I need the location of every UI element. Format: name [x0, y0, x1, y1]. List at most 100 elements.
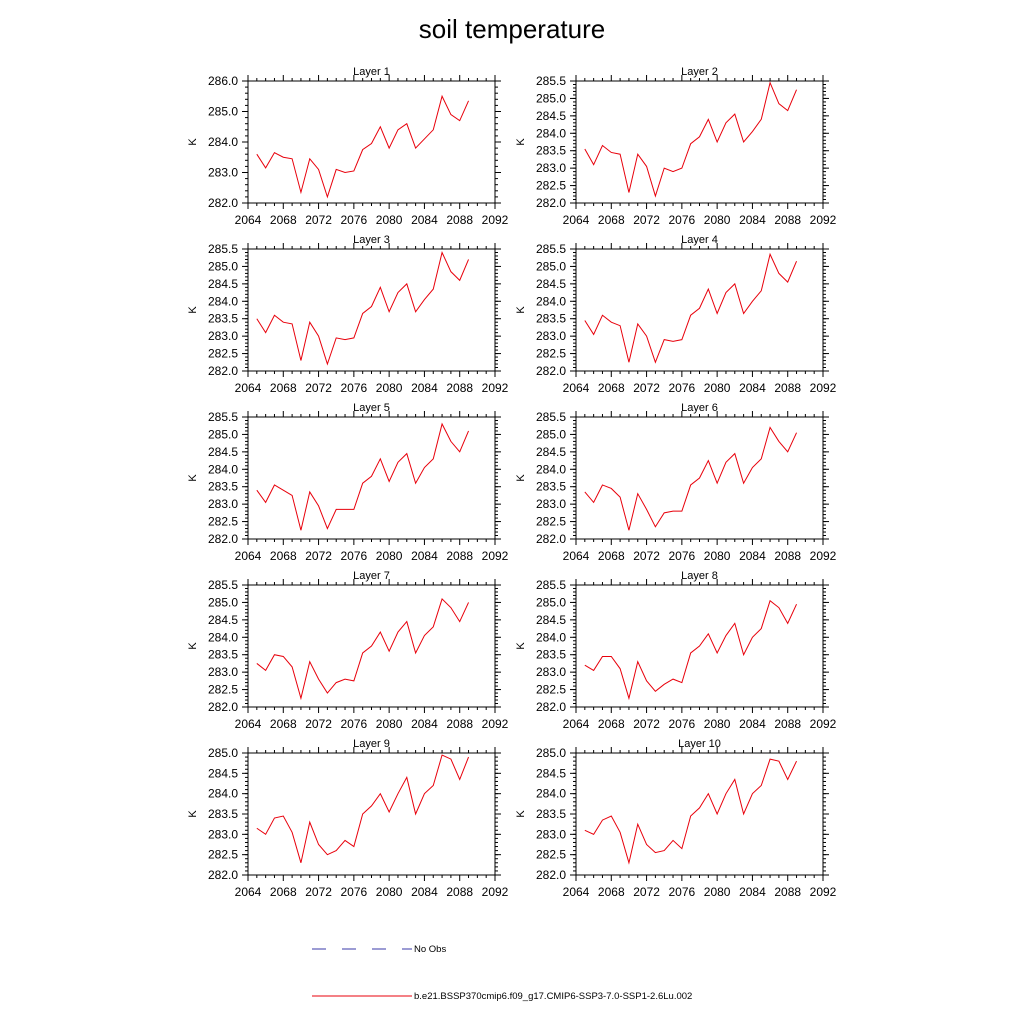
x-tick-label: 2088 [446, 381, 473, 395]
y-tick-label: 285.5 [536, 74, 566, 88]
x-tick-label: 2084 [739, 885, 766, 899]
x-tick-label: 2076 [669, 885, 696, 899]
y-tick-label: 283.5 [536, 807, 566, 821]
x-tick-label: 2064 [563, 885, 590, 899]
y-tick-label: 283.5 [536, 144, 566, 158]
x-tick-label: 2072 [633, 885, 660, 899]
x-tick-label: 2092 [810, 381, 837, 395]
panel-frame [575, 248, 824, 372]
y-tick-label: 282.0 [208, 868, 238, 882]
y-tick-label: 284.5 [208, 445, 238, 459]
x-tick-label: 2064 [235, 885, 262, 899]
panel-layer-3: Layer 3 K 282.0 282.5 283.0 283.5 284.0 284.5 28… [187, 234, 509, 395]
x-tick-label: 2072 [633, 717, 660, 731]
y-axis-label: K [187, 306, 199, 314]
x-tick-label: 2072 [633, 381, 660, 395]
panel-layer-8: Layer 8 K 282.0 282.5 283.0 283.5 284.0 284.5 28… [515, 570, 837, 731]
panel-title: Layer 4 [681, 234, 718, 246]
panel-layer-5: Layer 5 K 282.0 282.5 283.0 283.5 284.0 284.5 28… [187, 402, 509, 563]
y-tick-label: 284.5 [536, 109, 566, 123]
x-tick-label: 2064 [235, 213, 262, 227]
panel-title: Layer 9 [353, 738, 390, 750]
x-tick-label: 2092 [482, 885, 509, 899]
y-tick-label: 284.0 [208, 462, 238, 476]
y-tick-label: 282.5 [536, 179, 566, 193]
y-tick-label: 284.0 [536, 630, 566, 644]
y-tick-label: 282.5 [536, 848, 566, 862]
y-tick-label: 285.5 [536, 410, 566, 424]
y-tick-label: 283.0 [208, 665, 238, 679]
x-tick-label: 2068 [270, 549, 297, 563]
y-tick-label: 285.0 [208, 427, 238, 441]
y-tick-label: 283.5 [208, 480, 238, 494]
y-tick-label: 285.0 [208, 746, 238, 760]
y-tick-label: 283.0 [536, 161, 566, 175]
y-axis-label: K [515, 138, 527, 146]
y-tick-label: 283.5 [536, 312, 566, 326]
y-tick-label: 282.5 [208, 347, 238, 361]
x-tick-label: 2084 [739, 549, 766, 563]
y-tick-label: 282.0 [536, 700, 566, 714]
x-tick-label: 2076 [341, 717, 368, 731]
x-tick-label: 2068 [598, 381, 625, 395]
y-tick-label: 284.0 [208, 630, 238, 644]
x-tick-label: 2088 [446, 213, 473, 227]
y-tick-label: 284.0 [208, 135, 238, 149]
panel-frame [247, 416, 496, 540]
x-tick-label: 2084 [411, 885, 438, 899]
y-tick-label: 282.0 [208, 532, 238, 546]
y-tick-label: 283.5 [208, 648, 238, 662]
y-tick-label: 285.5 [208, 578, 238, 592]
series-line [584, 81, 798, 198]
y-tick-label: 285.0 [208, 259, 238, 273]
series-line [584, 599, 797, 701]
x-tick-label: 2088 [774, 213, 801, 227]
x-tick-label: 2088 [446, 717, 473, 731]
y-tick-label: 284.5 [208, 613, 238, 627]
x-tick-label: 2080 [376, 381, 403, 395]
x-tick-label: 2068 [598, 549, 625, 563]
x-tick-label: 2076 [341, 549, 368, 563]
x-tick-label: 2080 [704, 885, 731, 899]
panel-layer-4: Layer 4 K 282.0 282.5 283.0 283.5 284.0 284.5 28… [515, 234, 837, 395]
y-tick-label: 282.0 [208, 196, 238, 210]
x-tick-label: 2084 [739, 381, 766, 395]
x-tick-label: 2076 [669, 549, 696, 563]
x-tick-label: 2092 [810, 213, 837, 227]
y-tick-label: 283.0 [208, 329, 238, 343]
y-tick-label: 283.5 [208, 807, 238, 821]
x-tick-label: 2068 [270, 885, 297, 899]
panel-title: Layer 1 [353, 66, 390, 78]
x-tick-label: 2084 [739, 717, 766, 731]
y-tick-label: 285.0 [536, 259, 566, 273]
panel-layer-1: Layer 1 K 282.0 283.0 284.0 285.0 286.0 2064 206… [187, 66, 509, 227]
x-tick-label: 2068 [270, 213, 297, 227]
x-tick-label: 2092 [810, 549, 837, 563]
y-tick-label: 283.5 [536, 648, 566, 662]
x-tick-label: 2064 [235, 549, 262, 563]
x-tick-label: 2080 [376, 213, 403, 227]
y-tick-label: 285.0 [536, 746, 566, 760]
y-tick-label: 285.5 [208, 410, 238, 424]
y-tick-label: 282.5 [208, 683, 238, 697]
x-tick-label: 2088 [774, 885, 801, 899]
y-tick-label: 283.0 [536, 329, 566, 343]
x-tick-label: 2080 [704, 213, 731, 227]
y-tick-label: 283.0 [536, 665, 566, 679]
y-tick-label: 285.0 [536, 427, 566, 441]
y-tick-label: 282.5 [536, 347, 566, 361]
panel-title: Layer 5 [353, 402, 390, 414]
series-line [584, 252, 798, 364]
panel-layer-2: Layer 2 K 282.0 282.5 283.0 283.5 284.0 284.5 28… [515, 66, 837, 227]
x-tick-label: 2084 [411, 381, 438, 395]
panel-frame [247, 80, 496, 204]
x-tick-label: 2080 [704, 717, 731, 731]
y-tick-label: 284.5 [536, 445, 566, 459]
x-tick-label: 2092 [482, 549, 509, 563]
y-axis-label: K [187, 810, 199, 818]
series-line [256, 422, 470, 531]
x-tick-label: 2064 [563, 213, 590, 227]
x-tick-label: 2084 [411, 213, 438, 227]
panel-frame [575, 752, 824, 876]
panel-frame [575, 80, 824, 204]
